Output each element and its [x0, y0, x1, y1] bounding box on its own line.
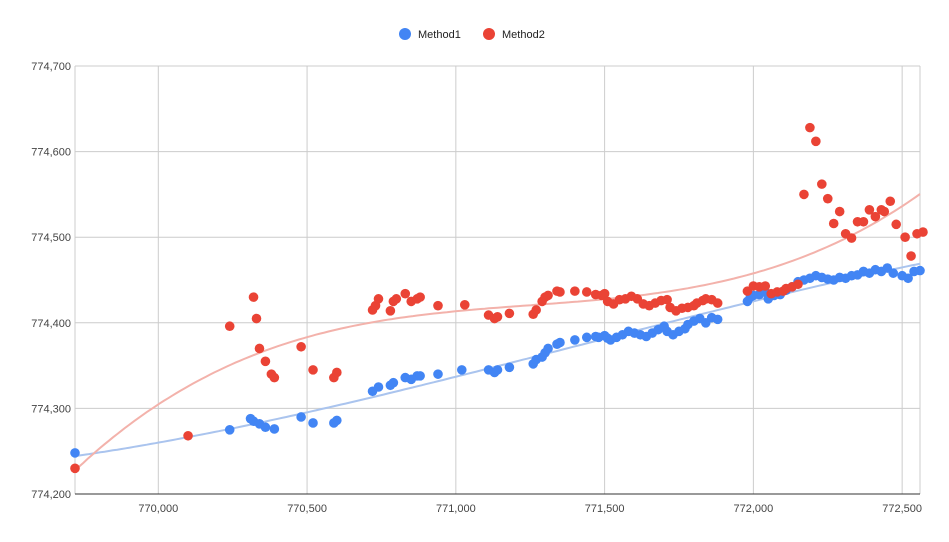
- data-point-method1[interactable]: [581, 332, 592, 343]
- data-point-method1[interactable]: [224, 425, 235, 435]
- data-point-method2[interactable]: [248, 292, 259, 302]
- data-point-method2[interactable]: [415, 292, 425, 302]
- legend-marker-method1: [399, 28, 411, 40]
- data-point-method2[interactable]: [70, 463, 80, 474]
- data-point-method2[interactable]: [254, 343, 265, 354]
- data-point-method1[interactable]: [543, 343, 553, 354]
- data-point-method2[interactable]: [879, 206, 890, 217]
- legend: Method1 Method2: [399, 28, 545, 41]
- data-point-method2[interactable]: [870, 211, 881, 222]
- data-point-method2[interactable]: [918, 227, 928, 237]
- data-point-method2[interactable]: [811, 136, 821, 147]
- data-point-method1[interactable]: [555, 337, 565, 348]
- data-point-method2[interactable]: [599, 288, 610, 299]
- legend-item-method1[interactable]: Method1: [399, 28, 461, 41]
- y-tick-label: 774,300: [31, 403, 71, 415]
- data-point-method2[interactable]: [183, 430, 193, 441]
- data-point-method2[interactable]: [712, 298, 723, 308]
- data-point-method2[interactable]: [543, 290, 553, 301]
- x-tick-label: 771,000: [436, 503, 476, 515]
- data-point-method2[interactable]: [834, 206, 845, 217]
- data-point-method2[interactable]: [760, 281, 771, 291]
- data-point-method2[interactable]: [793, 279, 803, 290]
- x-tick-label: 770,000: [138, 503, 178, 515]
- data-point-method2[interactable]: [864, 205, 875, 215]
- data-point-method1[interactable]: [296, 412, 306, 422]
- trendline-method2: [74, 193, 921, 472]
- y-tick-label: 774,500: [31, 232, 71, 244]
- data-point-method2[interactable]: [531, 305, 541, 315]
- data-point-method1[interactable]: [712, 314, 723, 325]
- data-point-method1[interactable]: [570, 335, 580, 345]
- data-point-method2[interactable]: [817, 179, 827, 189]
- data-point-method2[interactable]: [296, 341, 306, 352]
- data-point-method2[interactable]: [846, 233, 857, 243]
- data-point-method2[interactable]: [555, 287, 565, 297]
- data-point-method2[interactable]: [891, 219, 901, 230]
- x-tick-label: 771,500: [585, 503, 625, 515]
- data-point-method2[interactable]: [885, 196, 896, 207]
- legend-marker-method2: [483, 28, 495, 40]
- data-point-method2[interactable]: [400, 288, 411, 299]
- data-point-method1[interactable]: [433, 369, 443, 379]
- data-point-method2[interactable]: [251, 313, 262, 324]
- trendlines: [74, 193, 921, 472]
- data-point-method2[interactable]: [260, 356, 271, 367]
- data-point-method2[interactable]: [373, 294, 384, 304]
- data-point-method2[interactable]: [269, 372, 280, 383]
- data-point-method2[interactable]: [900, 232, 910, 242]
- data-point-method2[interactable]: [332, 367, 342, 378]
- x-tick-label: 772,500: [882, 503, 922, 515]
- data-point-method1[interactable]: [70, 448, 80, 458]
- y-tick-label: 774,600: [31, 147, 71, 159]
- y-tick-label: 774,400: [31, 318, 71, 330]
- data-point-method2[interactable]: [391, 294, 402, 304]
- legend-item-method2[interactable]: Method2: [483, 28, 545, 41]
- data-point-method2[interactable]: [308, 365, 318, 375]
- data-point-method2[interactable]: [385, 306, 396, 316]
- data-point-method1[interactable]: [332, 415, 342, 426]
- data-point-method2[interactable]: [504, 308, 515, 319]
- data-point-method2[interactable]: [581, 287, 592, 297]
- data-point-method2[interactable]: [492, 312, 503, 322]
- data-point-method2[interactable]: [459, 300, 470, 310]
- data-point-method2[interactable]: [433, 300, 443, 311]
- y-tick-label: 774,700: [31, 61, 71, 73]
- data-point-method1[interactable]: [373, 382, 384, 392]
- data-point-method2[interactable]: [828, 218, 839, 229]
- data-point-method2[interactable]: [224, 321, 235, 332]
- axes: 774,200 774,300 774,400 774,500 774,600 774,7…: [31, 61, 922, 515]
- data-point-method1[interactable]: [492, 365, 503, 375]
- data-point-method2[interactable]: [662, 294, 672, 305]
- data-point-method2[interactable]: [858, 216, 869, 227]
- data-point-method1[interactable]: [504, 362, 515, 373]
- data-point-method1[interactable]: [456, 365, 467, 375]
- data-points: [70, 122, 928, 474]
- x-tick-label: 772,000: [733, 503, 773, 515]
- data-point-method2[interactable]: [822, 193, 833, 204]
- trendline-method1: [74, 262, 921, 458]
- data-point-method1[interactable]: [415, 371, 425, 381]
- x-tick-label: 770,500: [287, 503, 327, 515]
- data-point-method1[interactable]: [915, 265, 925, 276]
- grid-lines: [74, 65, 921, 495]
- data-point-method1[interactable]: [269, 424, 280, 434]
- y-tick-label: 774,200: [31, 489, 71, 501]
- legend-label-method2: Method2: [502, 29, 545, 41]
- data-point-method1[interactable]: [260, 422, 271, 433]
- data-point-method1[interactable]: [388, 377, 399, 388]
- data-point-method1[interactable]: [903, 273, 913, 284]
- data-point-method1[interactable]: [888, 268, 899, 278]
- data-point-method2[interactable]: [799, 189, 809, 200]
- data-point-method1[interactable]: [308, 418, 318, 428]
- legend-label-method1: Method1: [418, 29, 461, 41]
- data-point-method2[interactable]: [906, 251, 916, 261]
- data-point-method2[interactable]: [805, 122, 815, 133]
- data-point-method2[interactable]: [570, 286, 580, 296]
